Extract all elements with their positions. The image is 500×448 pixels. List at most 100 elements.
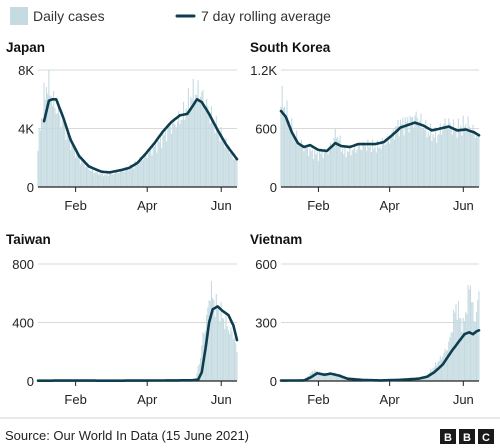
daily-bar xyxy=(174,124,176,187)
daily-bar xyxy=(334,372,336,381)
daily-bar xyxy=(323,372,325,381)
daily-bar xyxy=(432,134,434,187)
daily-bar xyxy=(210,106,213,187)
daily-bar xyxy=(461,332,463,381)
daily-bar xyxy=(310,151,312,187)
y-tick-label: 0 xyxy=(27,374,34,389)
daily-bar xyxy=(231,153,233,187)
daily-bar xyxy=(37,150,39,187)
daily-bar xyxy=(322,158,324,187)
daily-bar xyxy=(319,371,321,381)
daily-bar xyxy=(206,98,208,187)
daily-bar xyxy=(478,291,480,381)
daily-bar xyxy=(457,118,459,187)
daily-bar xyxy=(113,173,115,187)
daily-bar xyxy=(405,122,408,187)
daily-bar xyxy=(232,159,234,187)
daily-bar xyxy=(337,374,339,381)
daily-bar xyxy=(343,154,345,187)
daily-bar xyxy=(290,131,292,187)
daily-bar xyxy=(333,138,335,187)
daily-bar xyxy=(159,135,162,187)
daily-bar xyxy=(60,127,62,187)
daily-bar xyxy=(236,351,238,381)
daily-bar xyxy=(436,365,438,381)
daily-bar xyxy=(335,138,338,187)
daily-bar xyxy=(376,140,379,187)
daily-bar xyxy=(465,311,467,381)
daily-bar xyxy=(213,299,215,381)
x-tick-label: Feb xyxy=(307,392,329,407)
daily-bar xyxy=(77,155,79,187)
daily-bar xyxy=(199,357,202,381)
daily-bar xyxy=(90,170,92,187)
rolling-average-line xyxy=(36,305,239,382)
legend-bar-swatch xyxy=(10,7,28,25)
daily-bar xyxy=(210,281,213,381)
daily-bar xyxy=(427,131,429,187)
daily-bar xyxy=(409,115,411,187)
daily-bar xyxy=(53,91,55,187)
daily-bar xyxy=(478,133,480,187)
daily-bar xyxy=(320,153,322,187)
daily-bar xyxy=(422,377,424,381)
daily-bar xyxy=(43,82,45,187)
legend: Daily cases 7 day rolling average xyxy=(10,7,331,25)
daily-bar xyxy=(185,108,187,187)
daily-bar xyxy=(197,365,199,381)
daily-bar xyxy=(317,161,319,187)
daily-bar xyxy=(291,118,293,187)
daily-bar xyxy=(118,172,120,187)
daily-bar xyxy=(323,148,325,187)
daily-bar xyxy=(411,116,414,187)
daily-bar xyxy=(380,149,382,187)
daily-bar xyxy=(331,145,333,187)
daily-bar xyxy=(345,157,347,187)
daily-bar xyxy=(282,107,284,187)
daily-bar xyxy=(439,123,441,187)
daily-bar xyxy=(348,152,350,187)
daily-bar xyxy=(153,146,155,187)
panel-south-korea: South Korea 0 600 1.2K Feb Apr Jun xyxy=(250,40,481,213)
daily-bar xyxy=(338,140,340,187)
daily-bar xyxy=(314,150,316,187)
daily-bar xyxy=(95,172,97,187)
daily-bar xyxy=(447,128,449,187)
daily-bar xyxy=(87,165,89,187)
daily-bar xyxy=(424,377,426,381)
daily-bar xyxy=(438,360,440,381)
daily-bar xyxy=(443,352,445,381)
daily-bar xyxy=(421,377,423,381)
daily-bar xyxy=(196,94,198,187)
daily-bar xyxy=(369,145,371,187)
daily-bar xyxy=(378,148,380,187)
daily-bar xyxy=(75,157,77,187)
daily-bar xyxy=(373,148,375,187)
daily-bar xyxy=(229,153,231,187)
bbc-logo: B B C xyxy=(440,429,494,444)
daily-bar xyxy=(460,318,462,381)
daily-bar xyxy=(227,330,229,381)
daily-bar xyxy=(195,94,197,187)
daily-bar xyxy=(175,127,177,187)
panel-title: South Korea xyxy=(250,40,331,55)
daily-bar xyxy=(410,117,412,187)
daily-bar xyxy=(117,173,119,187)
daily-bar xyxy=(398,136,400,187)
legend-avg-label: 7 day rolling average xyxy=(201,8,331,24)
daily-bar xyxy=(219,321,221,381)
daily-bar xyxy=(207,106,209,187)
daily-bar xyxy=(214,133,216,187)
daily-bar xyxy=(110,173,112,187)
daily-bar xyxy=(370,152,373,187)
daily-bar xyxy=(459,318,461,381)
bbc-logo-box-1 xyxy=(440,429,456,444)
daily-bar xyxy=(41,117,43,187)
daily-bar xyxy=(416,118,418,187)
daily-bar xyxy=(325,372,327,381)
daily-bar xyxy=(84,167,86,187)
daily-bar xyxy=(433,367,435,381)
daily-bar xyxy=(385,144,387,187)
daily-bar xyxy=(375,152,377,187)
daily-bar xyxy=(47,93,49,187)
